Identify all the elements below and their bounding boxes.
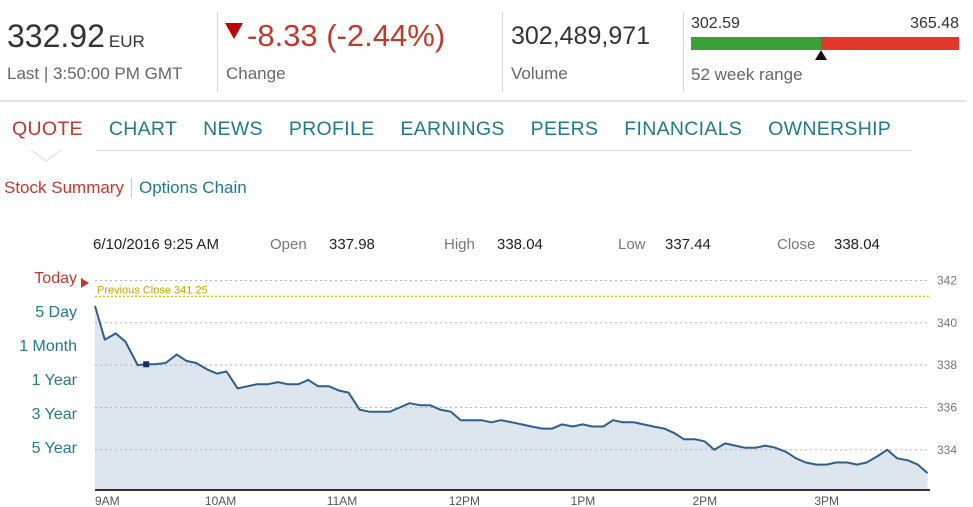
y-tick-label: 342 xyxy=(937,273,957,287)
info-open-value: 337.98 xyxy=(329,236,375,253)
volume-value: 302,489,971 xyxy=(511,22,651,50)
last-price: 332.92 EUR xyxy=(7,18,145,54)
x-tick-label: 12PM xyxy=(449,494,480,507)
y-tick-label: 334 xyxy=(937,443,957,457)
x-tick-label: 9AM xyxy=(95,494,120,507)
tab-quote[interactable]: QUOTE xyxy=(12,118,83,140)
sub-nav: Stock Summary Options Chain xyxy=(4,178,247,198)
info-close-label: Close xyxy=(777,236,816,253)
x-tick-label: 1PM xyxy=(571,494,596,507)
x-tick-label: 2PM xyxy=(692,494,717,507)
price-line xyxy=(94,305,929,474)
timeframe-3-year[interactable]: 3 Year xyxy=(31,406,77,423)
down-arrow-icon xyxy=(225,23,243,39)
quote-header: 332.92 EUR Last | 3:50:00 PM GMT -8.33 (-… xyxy=(0,0,966,102)
info-high-value: 338.04 xyxy=(497,236,543,253)
timeframe-5-year[interactable]: 5 Year xyxy=(31,440,77,457)
info-low-value: 337.44 xyxy=(665,236,711,253)
active-timeframe-arrow-icon xyxy=(81,278,89,288)
quote-nav: QUOTE CHART NEWS PROFILE EARNINGS PEERS FINANC… xyxy=(0,118,966,150)
range-high: 365.48 xyxy=(910,15,959,32)
timeframe-today[interactable]: Today xyxy=(34,270,77,287)
timeframe-1-year[interactable]: 1 Year xyxy=(31,372,77,389)
stock-summary-link[interactable]: Stock Summary xyxy=(4,178,132,198)
timeframe-1-month[interactable]: 1 Month xyxy=(19,338,77,355)
timeframe-5-day[interactable]: 5 Day xyxy=(35,304,77,321)
nav-underline xyxy=(96,150,912,151)
range-bar-high-segment xyxy=(821,37,959,50)
current-price-marker-icon xyxy=(815,50,828,60)
currency: EUR xyxy=(108,32,145,51)
info-datetime: 6/10/2016 9:25 AM xyxy=(93,236,219,253)
tab-earnings[interactable]: EARNINGS xyxy=(400,118,505,140)
nav-tabs: QUOTE CHART NEWS PROFILE EARNINGS PEERS FINANC… xyxy=(12,118,917,141)
x-tick-label: 3PM xyxy=(814,494,839,507)
options-chain-link[interactable]: Options Chain xyxy=(138,178,247,197)
y-tick-label: 336 xyxy=(937,400,957,414)
change-value: -8.33 (-2.44%) xyxy=(225,18,445,54)
divider xyxy=(683,12,684,92)
chart-info-row: 6/10/2016 9:25 AM Open 337.98 High 338.0… xyxy=(0,236,966,256)
x-tick-label: 11AM xyxy=(327,494,357,507)
volume-label: Volume xyxy=(511,64,568,83)
info-close-value: 338.04 xyxy=(834,236,880,253)
tab-financials[interactable]: FINANCIALS xyxy=(624,118,743,140)
tab-chart[interactable]: CHART xyxy=(108,118,178,140)
range-label: 52 week range xyxy=(691,65,803,84)
tab-peers[interactable]: PEERS xyxy=(530,118,599,140)
active-tab-caret-icon xyxy=(30,150,62,162)
tab-ownership[interactable]: OWNERSHIP xyxy=(768,118,892,140)
divider xyxy=(502,12,503,92)
range-bar-low-segment xyxy=(691,37,822,50)
tab-news[interactable]: NEWS xyxy=(203,118,263,140)
y-tick-label: 340 xyxy=(937,316,957,330)
divider xyxy=(217,12,218,92)
change-label: Change xyxy=(226,64,286,83)
x-tick-label: 10AM xyxy=(205,494,236,507)
price-area xyxy=(95,305,928,490)
last-time-label: Last | 3:50:00 PM GMT xyxy=(7,64,183,83)
info-open-label: Open xyxy=(270,236,307,253)
range-bar xyxy=(691,37,959,50)
tab-profile[interactable]: PROFILE xyxy=(288,118,375,140)
hover-point xyxy=(143,361,150,368)
y-tick-label: 338 xyxy=(937,358,957,372)
range-low: 302.59 xyxy=(691,15,740,32)
previous-close-label: Previous Close 341.25 xyxy=(97,284,208,296)
info-high-label: High xyxy=(444,236,475,253)
info-low-label: Low xyxy=(618,236,646,253)
week52-range: 302.59 365.48 52 week range xyxy=(691,15,959,85)
